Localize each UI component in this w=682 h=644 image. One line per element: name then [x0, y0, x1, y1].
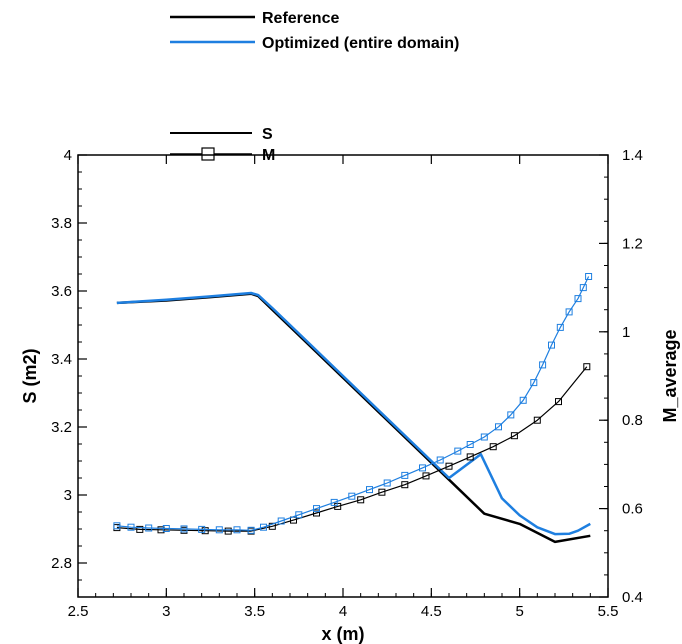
data-point-m: [548, 341, 555, 349]
y2-tick-label: 1.2: [622, 235, 643, 252]
series-line-s-0: [116, 292, 591, 544]
y2-tick-label: 1.4: [622, 147, 643, 164]
x-tick-label: 4: [339, 603, 347, 620]
legend-reference-label: Reference: [262, 10, 339, 27]
data-point-m: [579, 284, 587, 292]
data-point-m: [378, 488, 386, 496]
legend-s-label: S: [262, 126, 273, 143]
data-point-m: [436, 456, 444, 464]
y-axis-label: S (m2): [20, 348, 40, 403]
legend-top: Reference Optimized (entire domain): [170, 10, 459, 52]
x-tick-label: 3: [162, 603, 170, 620]
data-point-m: [466, 453, 474, 461]
y-tick-label: 3: [64, 487, 72, 504]
data-point-m: [224, 527, 232, 535]
series-line-s-1: [116, 291, 591, 536]
data-point-m: [260, 523, 267, 531]
data-point-m: [247, 526, 255, 534]
legend-inner: S M: [170, 126, 275, 164]
data-point-m: [268, 522, 276, 530]
series-line-m-3: [116, 276, 590, 531]
data-point-m: [480, 433, 488, 441]
data-point-m: [157, 526, 165, 534]
data-point-m: [530, 379, 538, 387]
data-point-m: [401, 481, 409, 489]
data-point-m: [585, 273, 593, 280]
axis-ticks: 2.5 3 3.5 4 4.5 5 5.5 2.8 3 3.2 3.4 3.6 3.8 4 0.4 0.6 0.…: [51, 147, 643, 620]
data-point-m: [495, 423, 502, 431]
data-point-m: [277, 517, 285, 525]
x-tick-label: 4.5: [421, 603, 442, 620]
data-point-m: [419, 464, 426, 472]
data-point-m: [383, 479, 391, 487]
data-point-m: [401, 471, 409, 479]
data-point-m: [313, 505, 320, 513]
legend-m-marker: [201, 147, 215, 161]
series-layer: [113, 273, 593, 544]
y2-tick-label: 1: [622, 324, 630, 341]
data-point-m: [136, 525, 144, 533]
data-point-m: [313, 509, 320, 517]
data-point-m: [445, 462, 453, 470]
data-point-m: [466, 441, 474, 448]
data-point-m: [539, 361, 547, 369]
legend-optimized-label: Optimized (entire domain): [262, 35, 459, 52]
data-point-m: [519, 396, 527, 404]
y2-tick-label: 0.6: [622, 501, 643, 518]
data-point-m: [180, 525, 188, 533]
y2-tick-label: 0.8: [622, 412, 643, 429]
x-tick-label: 3.5: [244, 603, 265, 620]
data-point-m: [555, 398, 562, 406]
y2-axis-label: M_average: [660, 329, 680, 422]
data-point-m: [507, 411, 515, 419]
data-point-m: [565, 308, 573, 316]
data-point-m: [454, 447, 462, 455]
data-point-m: [145, 524, 153, 532]
y-tick-label: 2.8: [51, 555, 72, 572]
data-point-m: [295, 511, 303, 519]
x-tick-label: 5: [515, 603, 523, 620]
data-point-m: [127, 523, 135, 531]
data-point-m: [233, 526, 241, 534]
data-point-m: [510, 432, 518, 440]
x-tick-label: 5.5: [598, 603, 619, 620]
data-point-m: [533, 416, 541, 424]
data-point-m: [113, 522, 121, 530]
data-point-m: [162, 525, 170, 532]
x-tick-label: 2.5: [68, 603, 89, 620]
series-line-m-2: [116, 366, 588, 532]
data-point-m: [366, 486, 373, 494]
y-tick-label: 4: [64, 147, 72, 164]
y-tick-label: 3.2: [51, 419, 72, 436]
y2-tick-label: 0.4: [622, 589, 643, 606]
data-point-m: [348, 492, 356, 500]
data-point-m: [215, 526, 223, 534]
y-tick-label: 3.4: [51, 351, 72, 368]
x-axis-label: x (m): [321, 624, 364, 644]
data-point-m: [574, 295, 582, 303]
data-point-m: [556, 323, 564, 331]
data-point-m: [583, 363, 591, 371]
y-tick-label: 3.8: [51, 215, 72, 232]
y-tick-label: 3.6: [51, 283, 72, 300]
data-point-m: [422, 472, 430, 480]
data-point-m: [198, 525, 206, 533]
data-point-m: [330, 498, 338, 506]
data-point-m: [357, 496, 365, 504]
data-point-m: [489, 443, 497, 451]
